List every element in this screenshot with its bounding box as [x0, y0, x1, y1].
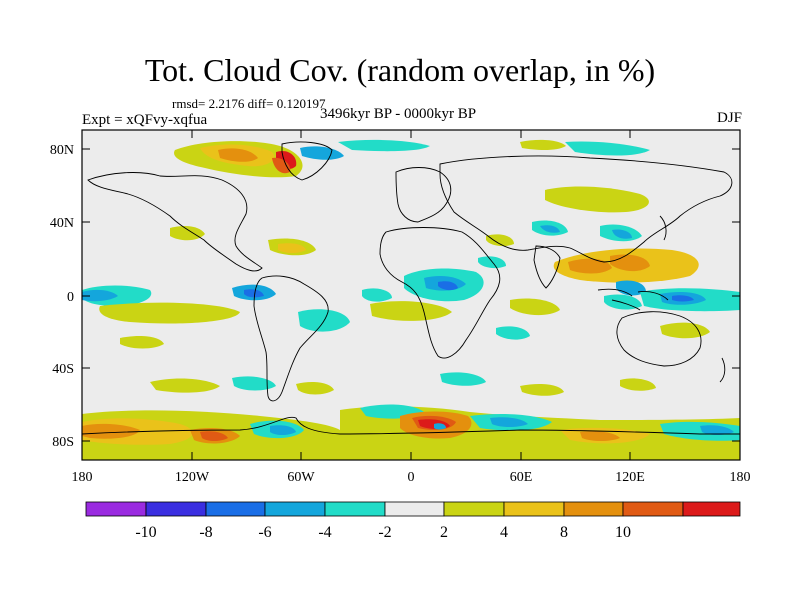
anomaly-patch	[370, 301, 452, 321]
lat-tick-label: 80S	[52, 435, 74, 450]
lat-tick-label: 0	[67, 290, 74, 305]
anomaly-patch	[232, 376, 276, 391]
coastline-europe	[395, 167, 452, 223]
colorbar-swatch	[205, 501, 266, 517]
anomaly-patch	[540, 225, 560, 233]
colorbar-label: 4	[500, 524, 508, 541]
colorbar-swatch	[85, 501, 147, 517]
anomaly-patch	[170, 226, 205, 241]
season-label: DJF	[716, 110, 742, 126]
colorbar-swatch	[443, 501, 505, 517]
lon-tick-label: 60W	[287, 470, 315, 485]
anomaly-patch	[362, 288, 392, 302]
anomaly-field	[82, 139, 740, 460]
colorbar-label: -10	[135, 524, 156, 541]
anomaly-patch	[672, 295, 694, 302]
anomaly-patch	[486, 234, 514, 247]
anomaly-patch	[612, 229, 632, 239]
anomaly-patch	[270, 425, 296, 435]
lon-tick-label: 180	[72, 470, 93, 485]
colorbar-swatch	[264, 501, 326, 517]
anomaly-patch	[565, 141, 650, 156]
anomaly-patch	[700, 425, 734, 435]
anomaly-patch	[438, 281, 458, 291]
coastlines	[82, 141, 740, 435]
lon-tick-label: 120W	[175, 470, 210, 485]
colorbar-label: 2	[440, 524, 448, 541]
anomaly-patch	[296, 382, 334, 395]
lon-tick-label: 180	[730, 470, 751, 485]
colorbar-label: -8	[199, 524, 212, 541]
coastline-japan	[659, 215, 667, 241]
anomaly-patch	[82, 423, 140, 439]
tick-marks	[81, 130, 741, 460]
colorbar	[85, 501, 741, 517]
anomaly-patch	[120, 336, 164, 349]
coastline-antarctica	[82, 416, 740, 435]
colorbar-label: -6	[258, 524, 271, 541]
colorbar-swatch	[563, 501, 624, 517]
anomaly-patch	[300, 146, 344, 160]
anomaly-patch	[440, 372, 486, 386]
anomaly-patch	[150, 378, 220, 393]
anomaly-patch	[520, 384, 564, 396]
coastline-australia	[616, 311, 702, 367]
colorbar-swatch	[622, 501, 684, 517]
anomaly-patch	[580, 431, 620, 441]
experiment-label: Expt = xQFvy-xqfua	[82, 112, 208, 128]
anomaly-patch	[545, 186, 649, 213]
coastline-south-america	[253, 275, 329, 402]
coastline-greenland	[281, 141, 333, 181]
coastline-india	[533, 245, 561, 289]
lat-tick-label: 80N	[50, 143, 74, 158]
coastline-new-zealand	[719, 357, 726, 383]
coastline-north-america	[87, 172, 263, 272]
coastline-indonesia	[597, 288, 669, 311]
colorbar-label: -4	[318, 524, 331, 541]
anomaly-patch	[200, 431, 228, 441]
anomaly-patch	[272, 157, 291, 174]
coastline-africa	[379, 227, 501, 359]
period-label: 3496kyr BP - 0000kyr BP	[320, 106, 477, 122]
lat-tick-label: 40N	[50, 216, 74, 231]
anomaly-patch	[490, 417, 528, 427]
coastline-asia	[439, 155, 733, 263]
anomaly-patch	[278, 243, 306, 253]
anomaly-patch	[510, 298, 560, 316]
anomaly-patch	[568, 258, 612, 274]
lon-tick-label: 120E	[615, 470, 645, 485]
lon-tick-label: 60E	[510, 470, 533, 485]
anomaly-patch	[620, 378, 656, 391]
anomaly-patch	[660, 322, 710, 339]
colorbar-label: 8	[560, 524, 568, 541]
anomaly-patch	[520, 139, 566, 150]
anomaly-patch	[338, 139, 430, 152]
map-title: Tot. Cloud Cov. (random overlap, in %)	[144, 52, 656, 88]
stats-text: rmsd= 2.2176 diff= 0.120197	[172, 96, 326, 111]
lon-tick-label: 0	[408, 470, 415, 485]
anomaly-patch	[218, 148, 258, 162]
lat-tick-label: 40S	[52, 362, 74, 377]
colorbar-swatch	[682, 501, 741, 517]
colorbar-label: -2	[378, 524, 391, 541]
colorbar-swatch	[145, 501, 207, 517]
anomaly-patch	[496, 326, 530, 340]
anomaly-patch	[99, 302, 240, 324]
anomaly-patch	[82, 289, 118, 302]
colorbar-label: 10	[615, 524, 631, 541]
colorbar-swatch	[503, 501, 565, 517]
anomaly-patch	[244, 289, 264, 298]
anomaly-patch	[434, 423, 446, 430]
colorbar-swatch	[324, 501, 386, 517]
colorbar-swatch	[384, 501, 445, 517]
